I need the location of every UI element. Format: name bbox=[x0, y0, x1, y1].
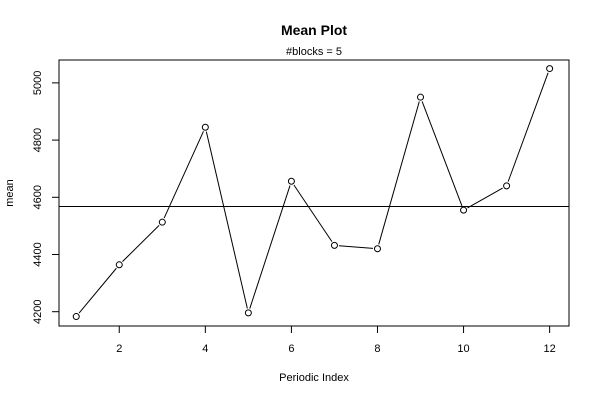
x-tick-label-2: 2 bbox=[116, 343, 122, 355]
series-segment-11 bbox=[507, 72, 549, 182]
x-tick-label-4: 4 bbox=[202, 343, 208, 355]
chart-subtitle: #blocks = 5 bbox=[286, 46, 342, 58]
data-point-11 bbox=[503, 182, 511, 190]
data-point-8 bbox=[373, 245, 381, 253]
data-point-9 bbox=[417, 93, 425, 101]
y-tick-label-4200: 4200 bbox=[32, 299, 44, 323]
y-tick-label-4600: 4600 bbox=[32, 185, 44, 209]
data-point-1 bbox=[72, 313, 80, 321]
chart-title: Mean Plot bbox=[281, 22, 347, 38]
data-point-10 bbox=[460, 206, 468, 214]
data-point-4 bbox=[201, 123, 209, 131]
axes: 2 4 6 8 10 12 4200 4400 4600 4800 5000 bbox=[32, 71, 556, 355]
plot-frame bbox=[58, 59, 570, 327]
series-segment-1 bbox=[78, 267, 117, 314]
series-segment-8 bbox=[378, 101, 420, 245]
series-segment-3 bbox=[163, 131, 204, 219]
y-tick-label-4400: 4400 bbox=[32, 242, 44, 266]
series-mean bbox=[59, 65, 569, 321]
series-segment-4 bbox=[205, 131, 248, 309]
data-point-7 bbox=[330, 241, 338, 249]
series-segment-9 bbox=[421, 101, 463, 207]
x-tick-label-6: 6 bbox=[288, 343, 294, 355]
data-point-6 bbox=[287, 177, 295, 185]
y-tick-label-4800: 4800 bbox=[32, 128, 44, 152]
series-segment-7 bbox=[338, 245, 374, 249]
x-tick-label-10: 10 bbox=[457, 343, 469, 355]
series-segment-6 bbox=[293, 184, 333, 242]
series-segment-5 bbox=[249, 185, 291, 309]
data-point-2 bbox=[115, 261, 123, 269]
x-tick-label-12: 12 bbox=[544, 343, 556, 355]
data-point-5 bbox=[244, 309, 252, 317]
x-tick-label-8: 8 bbox=[374, 343, 380, 355]
series-segment-10 bbox=[467, 187, 503, 209]
series-segment-2 bbox=[122, 224, 160, 262]
data-point-3 bbox=[158, 218, 166, 226]
y-axis-label: mean bbox=[4, 179, 16, 207]
y-tick-label-5000: 5000 bbox=[32, 71, 44, 95]
x-axis-label: Periodic Index bbox=[279, 372, 349, 384]
data-point-12 bbox=[546, 65, 554, 73]
